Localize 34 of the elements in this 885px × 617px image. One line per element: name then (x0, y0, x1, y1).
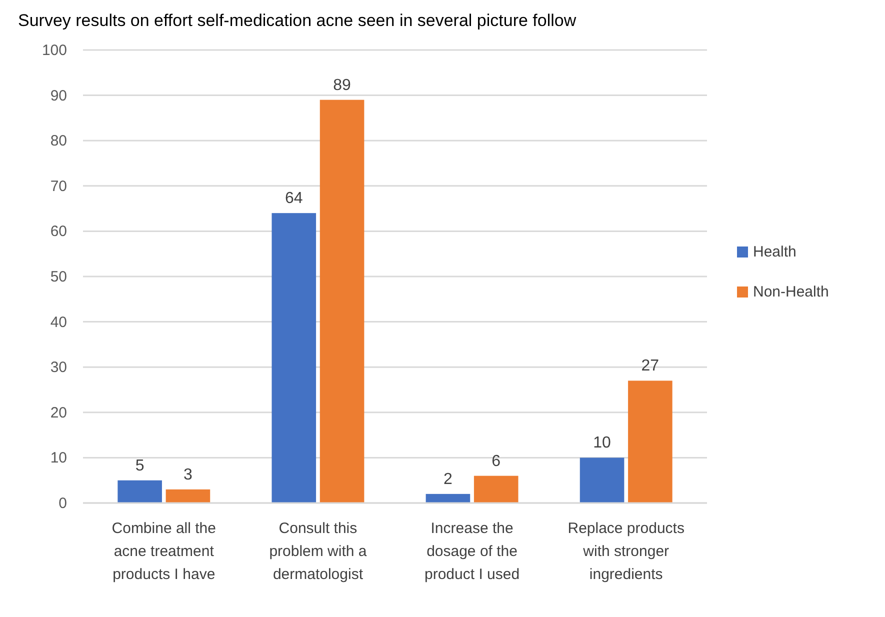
y-tick-label: 90 (50, 87, 67, 104)
legend-label: Non-Health (753, 284, 829, 300)
x-tick-label: Combine all the acne treatment products I have (112, 520, 216, 583)
y-tick-label: 40 (50, 314, 67, 331)
bar (426, 494, 470, 503)
bar (272, 213, 316, 503)
data-label: 5 (135, 457, 144, 474)
bar (474, 476, 518, 503)
y-tick-label: 20 (50, 404, 67, 422)
legend-label: Health (753, 244, 796, 260)
data-label: 2 (444, 470, 453, 488)
y-tick-label: 60 (50, 223, 67, 240)
x-tick-label: Replace products with stronger ingredients (568, 520, 684, 583)
y-tick-label: 0 (58, 495, 67, 512)
bar (320, 100, 364, 503)
data-label: 6 (492, 452, 501, 470)
bar (118, 480, 162, 503)
bar (166, 489, 210, 503)
y-tick-label: 10 (50, 450, 67, 467)
data-label: 3 (184, 466, 193, 484)
y-tick-label: 30 (50, 359, 67, 376)
x-tick-label: Increase the dosage of the product I used (424, 520, 520, 583)
y-tick-label: 70 (50, 178, 67, 195)
y-tick-label: 50 (50, 268, 67, 286)
bar (628, 380, 672, 503)
x-tick-label: Consult this problem with a dermatologist (269, 520, 368, 583)
data-label: 10 (593, 434, 612, 452)
data-label: 64 (284, 190, 303, 208)
y-tick-label: 80 (50, 132, 67, 150)
chart-title: Survey results on effort self-medication acne seen in several picture follow (18, 11, 577, 30)
bar (580, 458, 624, 503)
y-tick-label: 100 (42, 42, 67, 59)
data-label: 27 (641, 358, 660, 375)
data-label: 89 (333, 76, 352, 94)
